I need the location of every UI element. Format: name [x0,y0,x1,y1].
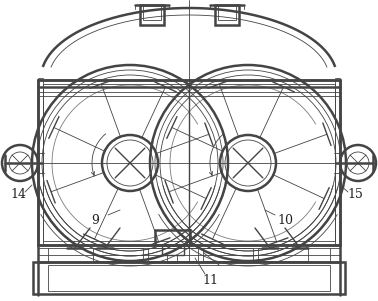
Bar [258,248,308,261]
Text: 10: 10 [277,213,293,226]
Text: 9: 9 [91,213,99,226]
Bar [167,255,177,263]
Bar [148,248,198,261]
Text: 11: 11 [202,274,218,287]
Bar [48,265,330,291]
Text: 14: 14 [10,188,26,201]
Bar [43,84,335,241]
Text: 15: 15 [347,188,363,201]
Bar [33,262,345,294]
Bar [38,80,340,245]
Bar [155,230,190,245]
Bar [143,5,161,20]
Bar [218,5,236,20]
Bar [93,248,143,261]
Bar [215,5,239,25]
Bar [140,5,164,25]
Bar [162,245,184,255]
Bar [203,248,253,261]
